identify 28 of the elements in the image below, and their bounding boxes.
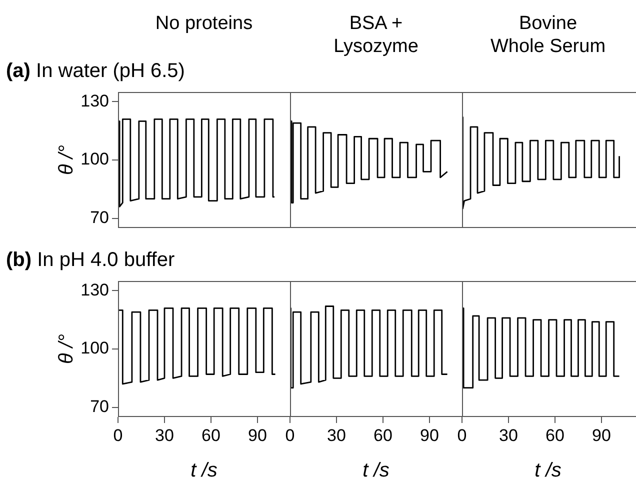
x-axis-title: t /s (534, 460, 562, 482)
x-tick-label: 90 (420, 426, 439, 445)
y-tick-label: 100 (80, 338, 109, 358)
y-tick-label: 130 (80, 91, 109, 110)
chart-title: No proteins (154, 12, 254, 35)
x-tick-label: 60 (374, 426, 392, 445)
x-tick-label: 30 (327, 426, 346, 445)
x-tick-label: 0 (113, 426, 123, 445)
x-tick-label: 90 (248, 426, 267, 445)
y-tick-label: 70 (90, 208, 109, 227)
x-axis-title: t /s (190, 460, 218, 482)
y-axis-title: θ /° (56, 334, 78, 364)
y-axis-title: θ /° (56, 145, 78, 175)
x-tick-label: 90 (592, 426, 611, 445)
chart-subtitle: (b) In pH 4.0 buffer (6, 249, 175, 271)
x-tick-label: 0 (285, 426, 295, 445)
y-tick-label: 100 (80, 150, 109, 169)
x-tick-label: 30 (155, 426, 174, 445)
x-tick-label: 60 (546, 426, 564, 445)
x-axis-title: t /s (362, 460, 390, 482)
x-tick-label: 0 (457, 426, 467, 445)
chart-title: BSA + Lysozyme (332, 12, 420, 58)
y-tick-label: 70 (90, 396, 109, 416)
y-tick-label: 130 (80, 280, 109, 300)
chart-subtitle: (a) In water (pH 6.5) (6, 60, 185, 82)
chart-title: Bovine Whole Serum (489, 12, 607, 58)
x-tick-label: 30 (499, 426, 518, 445)
x-tick-label: 60 (202, 426, 220, 445)
